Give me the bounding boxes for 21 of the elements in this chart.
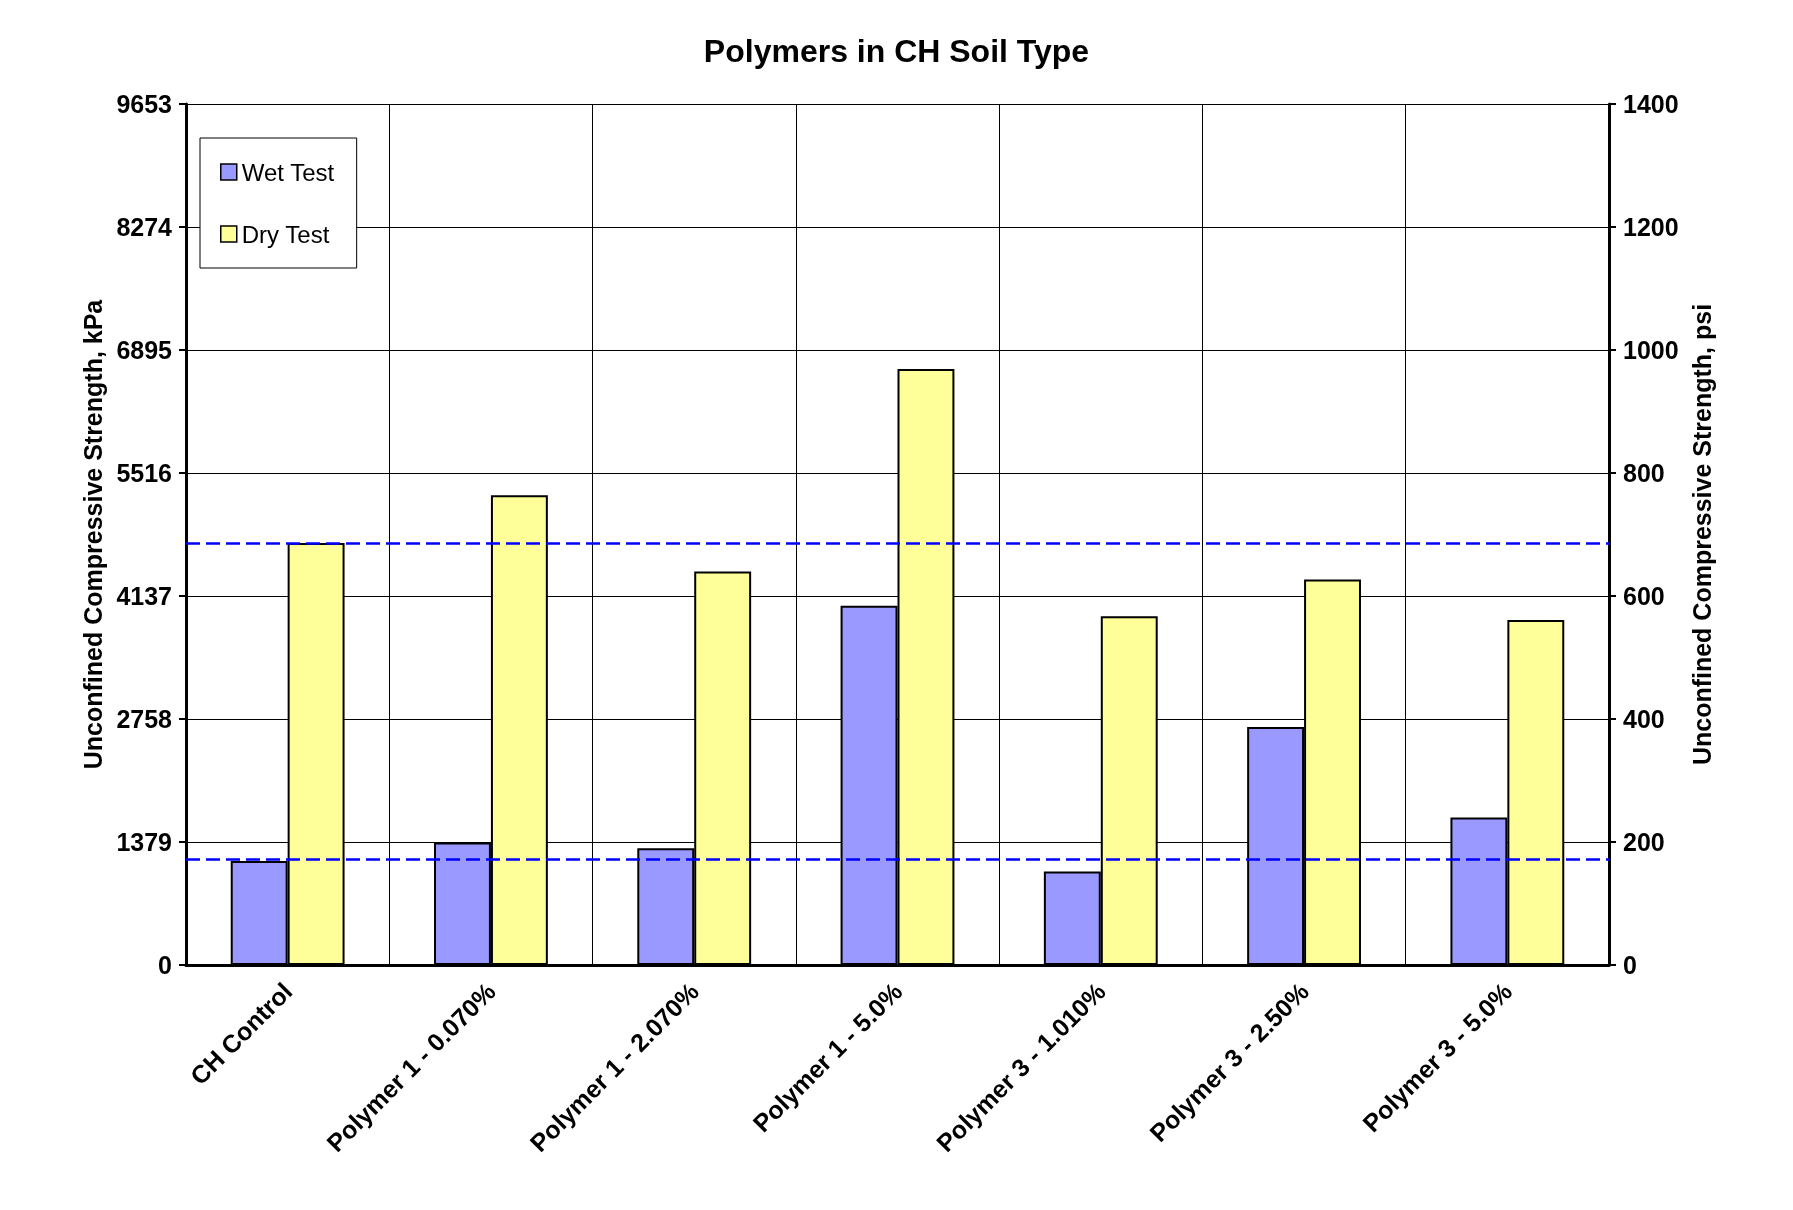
y2-tick-label: 1000 (1623, 336, 1679, 364)
y-tick-label: 2758 (116, 705, 173, 733)
y-tick-label: 5516 (116, 459, 172, 487)
y2-tick-label: 800 (1623, 459, 1665, 487)
y2-tick-label: 1200 (1623, 213, 1679, 241)
y-tick-label: 8274 (116, 213, 173, 241)
y2-tick-label: 0 (1623, 951, 1637, 979)
y2-tick-label: 1400 (1623, 90, 1679, 118)
y-tick-label: 4137 (116, 582, 172, 610)
y-axis-title: Unconfined Compressive Strength, kPa (78, 298, 107, 770)
legend-label: Dry Test (241, 220, 330, 248)
y-tick-label: 0 (158, 951, 172, 979)
y-tick-label: 1379 (116, 828, 172, 856)
y2-tick-label: 400 (1623, 705, 1665, 733)
y-tick-label: 9653 (116, 90, 172, 118)
y2-tick-label: 200 (1623, 828, 1665, 856)
y2-tick-label: 600 (1623, 582, 1665, 610)
legend-label: Wet Test (241, 158, 335, 186)
y2-axis-title: Unconfined Compressive Strength, psi (1688, 303, 1717, 766)
y-tick-label: 6895 (116, 336, 173, 364)
chart-title: Polymers in CH Soil Type (703, 33, 1090, 69)
